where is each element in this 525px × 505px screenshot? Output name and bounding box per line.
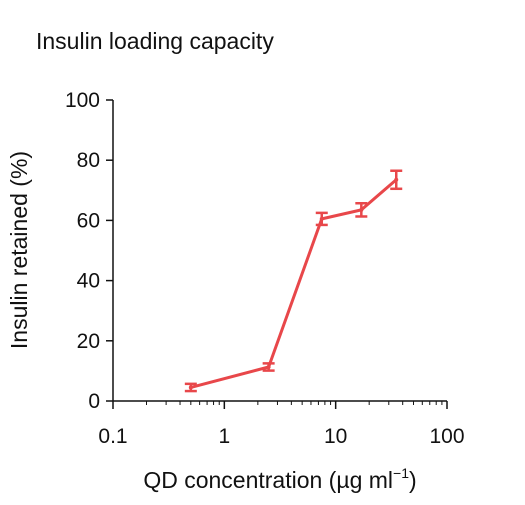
- x-axis-label-close: ): [409, 467, 417, 493]
- x-tick-label: 10: [324, 425, 347, 448]
- y-tick-label: 60: [77, 209, 100, 232]
- data-point: [394, 177, 399, 182]
- data-point: [359, 207, 364, 212]
- y-tick-label: 100: [65, 89, 100, 112]
- data-point: [188, 385, 193, 390]
- data-point: [266, 364, 271, 369]
- y-tick-label: 20: [77, 330, 100, 353]
- x-tick-label: 1: [218, 425, 230, 448]
- x-tick-label: 100: [429, 425, 464, 448]
- y-axis-label: Insulin retained (%): [6, 151, 32, 349]
- x-tick-label: 0.1: [98, 425, 127, 448]
- data-point: [319, 216, 324, 221]
- y-tick-label: 0: [88, 390, 100, 413]
- y-tick-label: 80: [77, 149, 100, 172]
- x-axis-label-main: QD concentration (µg ml: [143, 467, 393, 493]
- series-line: [190, 178, 398, 389]
- data-marks: [184, 169, 403, 393]
- x-axis-label: QD concentration (µg ml−1): [143, 465, 416, 493]
- axes: 0 20 40 60 80 100 0.1 1 10 100: [65, 89, 465, 448]
- y-tick-label: 40: [77, 270, 100, 293]
- chart-title: Insulin loading capacity: [36, 28, 274, 54]
- x-axis-label-superscript: −1: [393, 465, 409, 481]
